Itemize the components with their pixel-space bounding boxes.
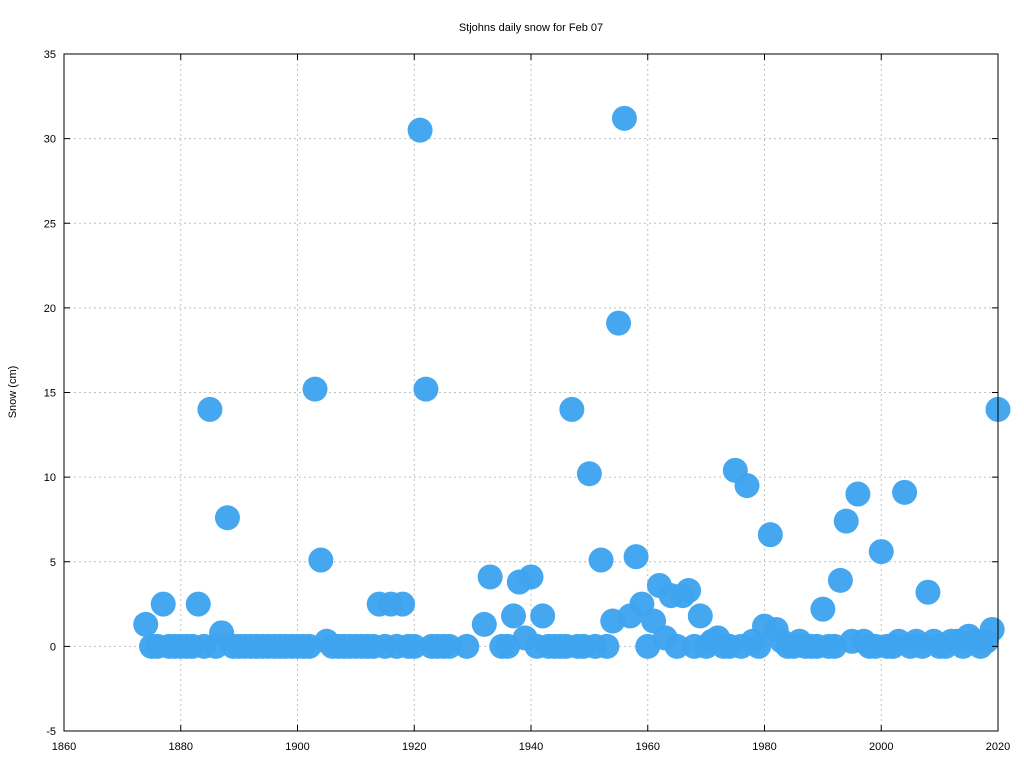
data-point: [687, 603, 713, 629]
x-tick-label: 2000: [869, 741, 893, 753]
data-point: [407, 117, 433, 143]
axis-ticks: [63, 53, 999, 732]
data-point: [915, 579, 941, 605]
data-point: [436, 633, 462, 659]
x-tick-label: 1900: [285, 741, 309, 753]
data-point: [500, 603, 526, 629]
x-tick-label: 1920: [402, 741, 426, 753]
data-point: [530, 603, 556, 629]
data-point: [477, 564, 503, 590]
y-tick-label: 0: [50, 641, 56, 653]
data-point: [576, 461, 602, 487]
y-tick-label: -5: [46, 726, 56, 738]
data-point: [606, 310, 632, 336]
y-tick-label: 10: [44, 472, 56, 484]
y-tick-label: 20: [44, 303, 56, 315]
data-point: [868, 539, 894, 565]
data-point: [471, 611, 497, 637]
y-axis-label: Snow (cm): [7, 366, 19, 419]
data-points: [133, 105, 1011, 659]
data-point: [757, 522, 783, 548]
x-tick-label: 2020: [986, 741, 1010, 753]
data-point: [185, 591, 211, 617]
data-point: [214, 505, 240, 531]
data-point: [413, 376, 439, 402]
x-tick-label: 1960: [636, 741, 660, 753]
data-point: [302, 376, 328, 402]
y-tick-label: 5: [50, 557, 56, 569]
data-point: [845, 481, 871, 507]
x-tick-label: 1940: [519, 741, 543, 753]
data-point: [676, 578, 702, 604]
x-tick-label: 1860: [52, 741, 76, 753]
data-point: [588, 547, 614, 573]
data-point: [611, 105, 637, 131]
data-point: [810, 596, 836, 622]
data-point: [559, 396, 585, 422]
data-point: [390, 591, 416, 617]
x-tick-label: 1880: [169, 741, 193, 753]
y-tick-label: 30: [44, 134, 56, 146]
data-point: [518, 564, 544, 590]
chart-title: Stjohns daily snow for Feb 07: [459, 22, 603, 34]
data-point: [594, 633, 620, 659]
data-point: [827, 567, 853, 593]
data-point: [892, 479, 918, 505]
data-point: [623, 544, 649, 570]
data-point: [746, 633, 772, 659]
data-point: [133, 611, 159, 637]
data-point: [454, 633, 480, 659]
data-point: [401, 633, 427, 659]
data-point: [979, 616, 1005, 642]
data-point: [734, 473, 760, 499]
data-point: [308, 547, 334, 573]
data-point: [664, 633, 690, 659]
grid-lines: [64, 54, 998, 731]
data-point: [833, 508, 859, 534]
y-tick-label: 15: [44, 388, 56, 400]
y-tick-label: 25: [44, 218, 56, 230]
y-tick-labels: -5 0 5 10 15 20 25 30 35: [44, 49, 56, 738]
y-tick-label: 35: [44, 49, 56, 61]
x-tick-label: 1980: [752, 741, 776, 753]
x-tick-labels: 1860 1880 1900 1920 1940 1960 1980 2000 2020: [52, 741, 1010, 753]
data-point: [197, 396, 223, 422]
data-point: [150, 591, 176, 617]
